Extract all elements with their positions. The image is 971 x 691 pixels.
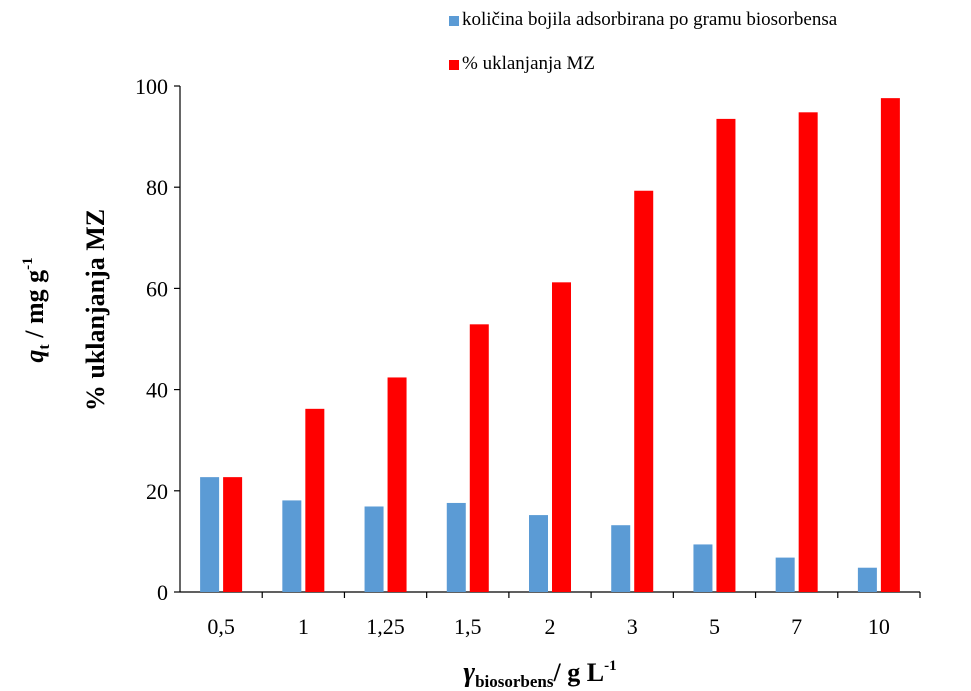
x-tick-label: 10	[868, 614, 890, 639]
bar-series-1	[200, 477, 220, 592]
bar-series-1	[611, 525, 631, 592]
bar-series-2	[552, 282, 571, 592]
bar-series-2	[880, 98, 900, 593]
y-axis-title-inner: % uklanjanja MZ	[81, 209, 110, 411]
x-axis-title-sup: -1	[604, 658, 617, 674]
bar-series-2	[305, 408, 325, 592]
bar-series-1	[364, 506, 384, 592]
y-tick-label: 80	[146, 175, 168, 200]
legend: količina bojila adsorbirana po gramu bio…	[449, 9, 838, 74]
x-tick-label: 7	[791, 614, 802, 639]
x-tick-label: 1,25	[366, 614, 405, 639]
bar-series-2	[469, 324, 489, 592]
x-tick-label: 1,5	[454, 614, 482, 639]
legend-swatch-series-2	[449, 60, 459, 70]
y-ticks: 0 20 40 60 80 100	[135, 74, 180, 605]
x-tick-label: 5	[709, 614, 720, 639]
x-axis-title-rest: / g L	[553, 658, 605, 687]
bar-series-1	[857, 567, 877, 592]
y-axis-title-outer: qt / mg g-1	[20, 257, 53, 362]
bar-series-1	[282, 500, 302, 592]
x-ticks: 0,5 1 1,25 1,5 2 3 5 7 10	[207, 592, 921, 639]
x-tick-label: 1	[298, 614, 309, 639]
bar-series-1	[775, 557, 795, 592]
bar-series-1	[693, 544, 713, 592]
y-tick-label: 100	[135, 74, 168, 99]
x-axis-title-main: γ	[463, 657, 475, 688]
bar-series-1	[529, 515, 548, 592]
x-tick-label: 0,5	[207, 614, 235, 639]
x-tick-label: 3	[627, 614, 638, 639]
x-axis-title-sub: biosorbens	[475, 672, 554, 691]
bar-series-2	[634, 190, 654, 592]
y-tick-label: 60	[146, 276, 168, 301]
bar-series-2	[798, 112, 818, 592]
x-axis-title: γbiosorbens/ g L-1	[463, 657, 616, 691]
y-tick-label: 40	[146, 378, 168, 403]
bars	[200, 98, 900, 593]
y-tick-label: 20	[146, 479, 168, 504]
legend-label-series-1: količina bojila adsorbirana po gramu bio…	[462, 9, 838, 30]
y-tick-label: 0	[157, 580, 168, 605]
bar-series-2	[223, 477, 243, 592]
x-tick-label: 2	[545, 614, 556, 639]
y-axis-title-outer-main: q	[20, 350, 49, 363]
bar-series-2	[387, 377, 407, 592]
y-axis-title-outer-sub: t	[36, 344, 53, 350]
bar-series-2	[716, 118, 736, 592]
y-axis-title-outer-rest: / mg g	[20, 270, 49, 344]
y-axis-title-outer-sup: -1	[20, 257, 36, 270]
legend-label-series-2: % uklanjanja MZ	[462, 53, 595, 74]
legend-swatch-series-1	[449, 16, 459, 26]
bar-series-1	[446, 502, 466, 592]
